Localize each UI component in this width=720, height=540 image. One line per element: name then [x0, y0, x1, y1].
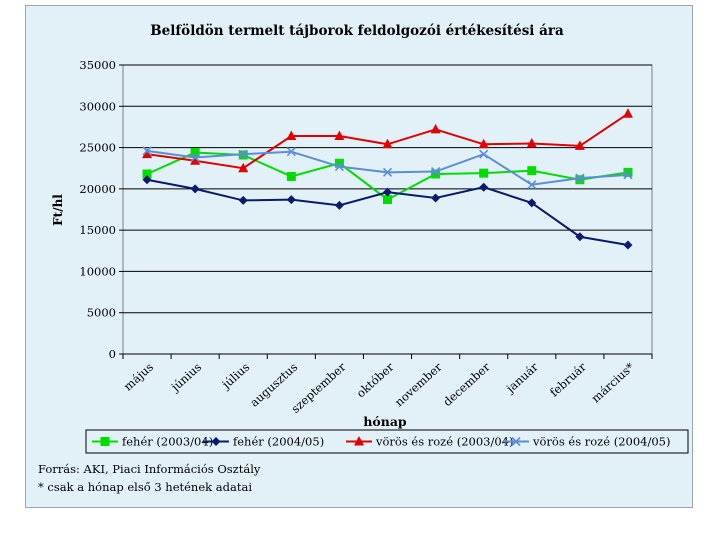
- legend-label: fehér (2004/05): [233, 435, 324, 449]
- data-point: [575, 173, 585, 183]
- legend-marker: [100, 437, 110, 446]
- data-point: [286, 195, 296, 205]
- data-point: [334, 200, 344, 210]
- data-point: [622, 108, 633, 118]
- y-tick-label: 10000: [79, 264, 116, 278]
- y-tick-label: 5000: [87, 306, 116, 320]
- source-note: Forrás: AKI, Piaci Információs Osztály: [38, 462, 261, 476]
- data-point: [383, 187, 392, 197]
- legend-label: vörös és rozé (2003/04): [375, 435, 513, 449]
- data-point: [190, 148, 200, 158]
- data-point: [478, 138, 489, 149]
- data-point: [430, 123, 441, 134]
- x-tick-label: március*: [589, 360, 638, 406]
- data-point: [238, 162, 249, 173]
- series-3: [142, 108, 633, 173]
- data-point: [479, 182, 489, 192]
- series-2: [142, 175, 633, 250]
- y-tick-label: 20000: [79, 182, 116, 196]
- y-tick-label: 15000: [79, 223, 116, 237]
- data-point: [190, 152, 200, 163]
- data-point: [431, 166, 441, 177]
- legend-label: vörös és rozé (2004/05): [532, 435, 670, 449]
- data-point: [286, 171, 296, 181]
- x-tick-label: január: [502, 359, 541, 396]
- data-point: [238, 149, 248, 159]
- x-tick-label: november: [392, 359, 445, 409]
- data-point: [190, 155, 201, 165]
- data-point: [623, 170, 633, 180]
- data-point: [142, 169, 152, 179]
- y-tick-label: 35000: [79, 58, 116, 72]
- y-axis-label: Ft/hl: [51, 194, 65, 226]
- legend-box: [85, 429, 689, 454]
- series-4: [142, 146, 633, 190]
- data-point: [142, 175, 152, 185]
- x-axis-label: hónap: [363, 414, 407, 429]
- x-tick-label: február: [547, 359, 589, 399]
- data-point: [142, 148, 153, 159]
- data-point: [238, 195, 248, 205]
- x-tick-label: október: [354, 359, 397, 400]
- legend-marker: [211, 437, 221, 446]
- data-point: [334, 161, 344, 172]
- chart-title: Belföldön termelt tájborok feldolgozói é…: [150, 23, 564, 39]
- data-point: [382, 138, 393, 149]
- y-tick-label: 0: [109, 347, 116, 361]
- data-point: [431, 193, 441, 203]
- data-point: [382, 167, 393, 177]
- plot-area: [122, 64, 653, 355]
- data-point: [527, 166, 537, 176]
- data-point: [334, 130, 345, 141]
- legend-label: fehér (2003/04): [122, 435, 213, 449]
- legend: fehér (2003/04) fehér (2004/05) vörös és r…: [85, 429, 689, 454]
- y-tick-label: 25000: [79, 141, 116, 155]
- x-tick-label: július: [218, 360, 252, 393]
- data-point: [479, 168, 489, 178]
- data-point: [286, 147, 296, 157]
- data-point: [623, 240, 633, 250]
- data-point: [479, 149, 489, 159]
- legend-marker: [511, 436, 521, 447]
- data-point: [623, 167, 633, 177]
- data-point: [142, 146, 152, 156]
- footnote: * csak a hónap első 3 hetének adatai: [38, 480, 252, 494]
- data-point: [527, 180, 537, 190]
- data-point: [383, 195, 392, 205]
- x-tick-label: június: [167, 360, 204, 395]
- data-point: [527, 198, 537, 208]
- data-point: [575, 175, 585, 185]
- data-point: [334, 158, 344, 168]
- data-point: [286, 130, 297, 141]
- x-tick-label: május: [121, 360, 156, 394]
- data-point: [575, 232, 585, 242]
- x-tick-label: december: [440, 359, 493, 409]
- data-point: [431, 169, 441, 179]
- data-point: [190, 184, 200, 194]
- data-point: [526, 137, 537, 148]
- legend-marker: [354, 436, 364, 446]
- y-tick-label: 30000: [79, 99, 116, 113]
- data-point: [574, 140, 585, 150]
